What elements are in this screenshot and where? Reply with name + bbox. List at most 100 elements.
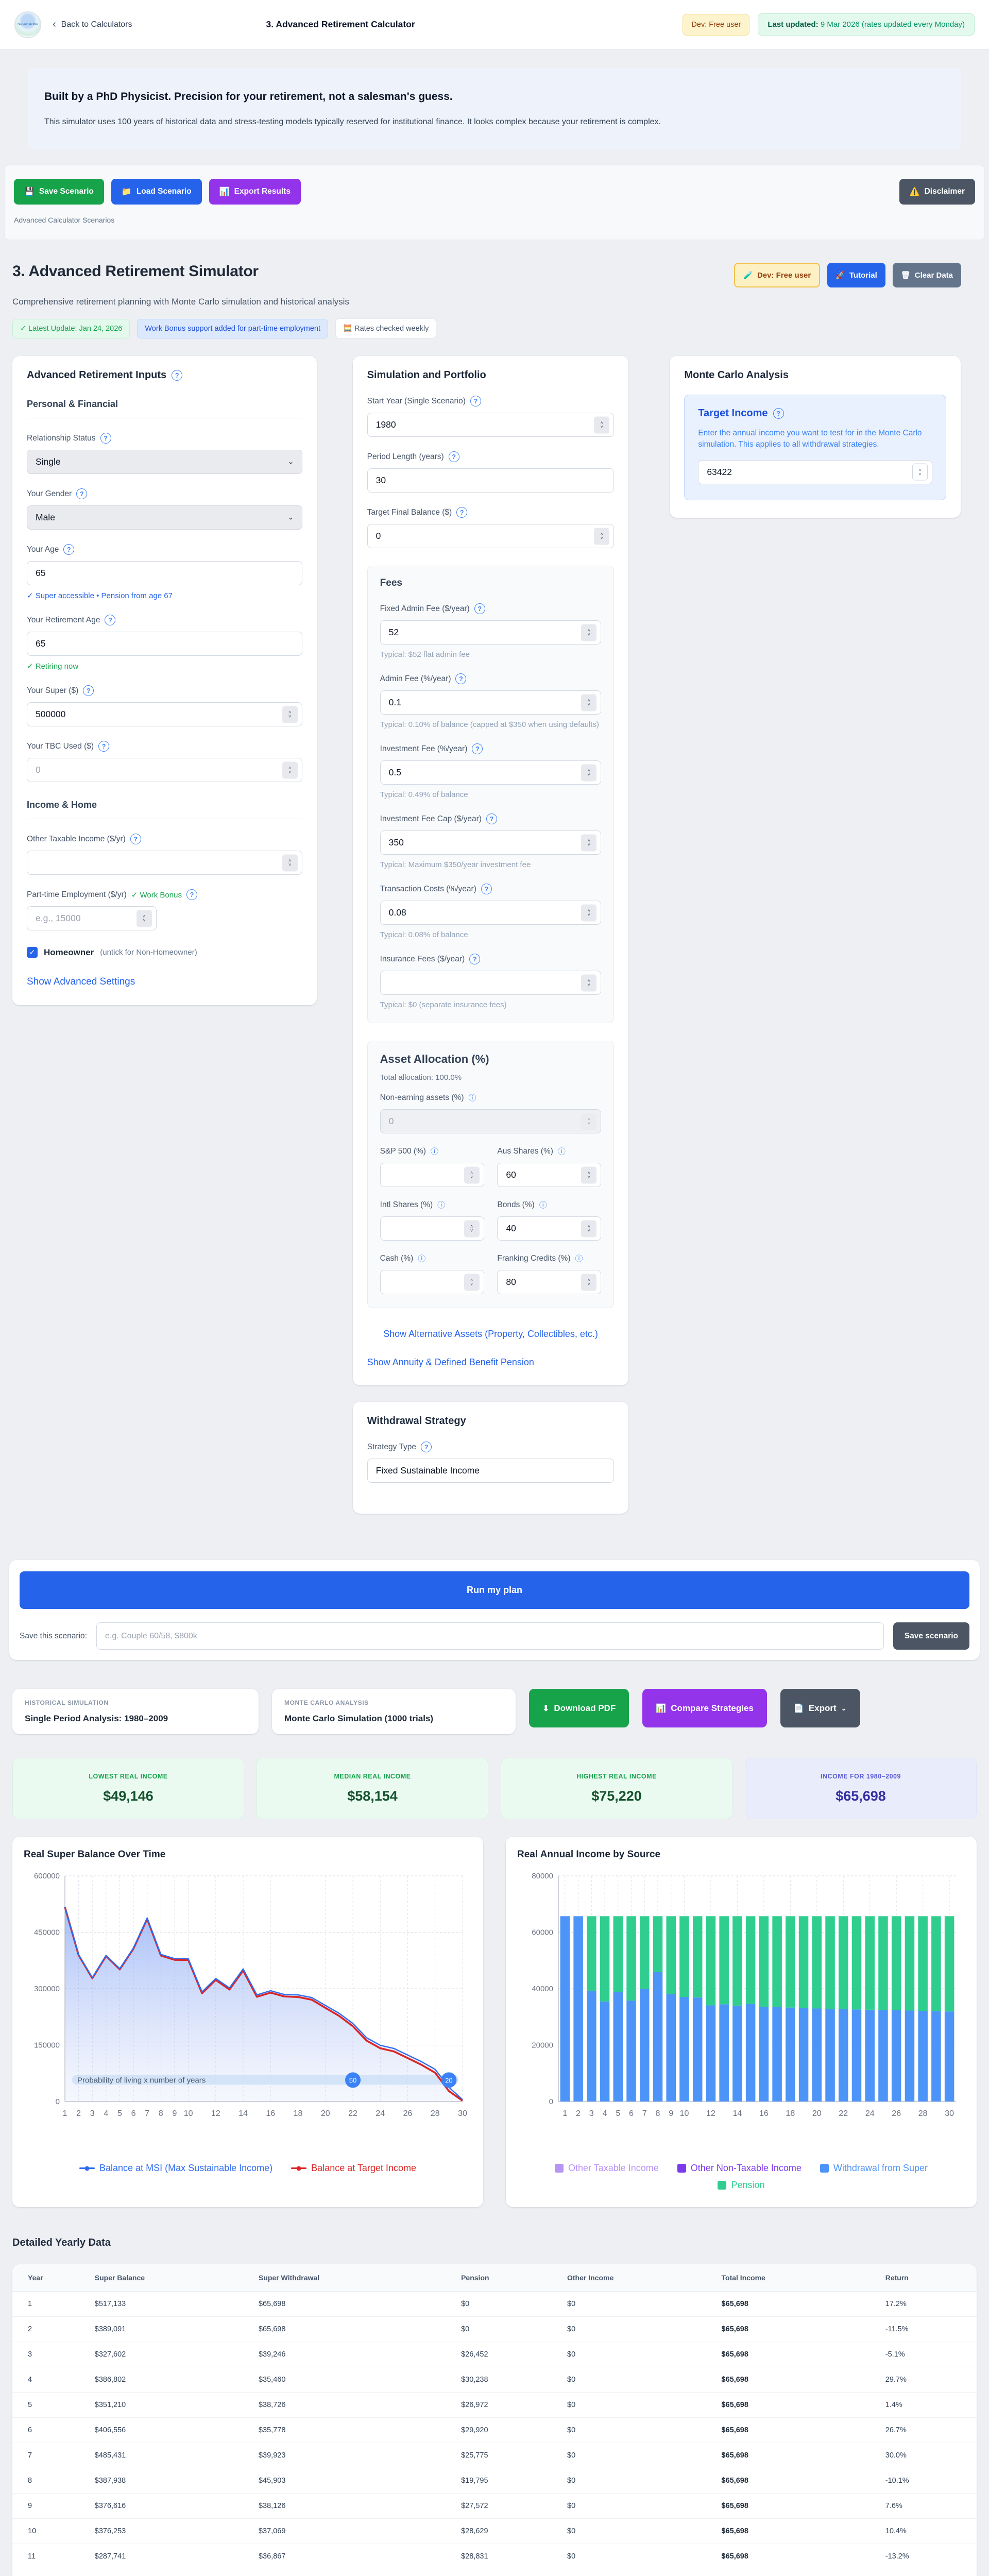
show-advanced-settings-link[interactable]: Show Advanced Settings <box>27 976 135 987</box>
help-icon[interactable]: ? <box>773 408 784 419</box>
help-icon[interactable]: ? <box>470 396 481 406</box>
legend-item[interactable]: Withdrawal from Super <box>820 2163 928 2174</box>
show-alternative-assets-link[interactable]: Show Alternative Assets (Property, Colle… <box>383 1329 598 1339</box>
tutorial-button[interactable]: 🚀 Tutorial <box>827 263 885 287</box>
clear-data-button[interactable]: 🗑 Clear Data <box>892 263 961 287</box>
number-stepper[interactable]: ˄ ˅ <box>282 706 298 723</box>
help-icon[interactable]: ? <box>469 954 481 964</box>
legend-item[interactable]: Pension <box>718 2180 765 2191</box>
fee-input[interactable] <box>380 971 602 995</box>
help-icon[interactable]: ? <box>76 488 88 499</box>
number-stepper[interactable]: ˄ ˅ <box>282 854 298 871</box>
save-scenario-button[interactable]: 💾 Save Scenario <box>14 179 104 205</box>
info-icon[interactable]: ⓘ <box>575 1255 583 1263</box>
help-icon[interactable]: ? <box>456 507 468 518</box>
download-pdf-button[interactable]: ⬇ Download PDF <box>529 1689 629 1727</box>
fee-input[interactable] <box>380 690 602 715</box>
legend-item[interactable]: Other Non-Taxable Income <box>677 2163 802 2174</box>
fee-input[interactable] <box>380 760 602 785</box>
help-icon[interactable]: ? <box>421 1442 432 1452</box>
load-scenario-button[interactable]: 📁 Load Scenario <box>111 179 202 205</box>
number-stepper[interactable]: ˄ ˅ <box>464 1274 480 1291</box>
help-icon[interactable]: ? <box>98 741 110 752</box>
info-icon[interactable]: ⓘ <box>557 1147 566 1156</box>
fee-input[interactable] <box>380 831 602 855</box>
info-icon[interactable]: ⓘ <box>468 1094 476 1103</box>
legend-item[interactable]: Balance at Target Income <box>291 2163 416 2174</box>
parttime-employment-input[interactable] <box>27 906 157 930</box>
number-stepper[interactable]: ˄ ˅ <box>137 910 152 927</box>
number-stepper[interactable]: ˄ ˅ <box>581 694 597 711</box>
scenario-name-input[interactable] <box>96 1622 884 1650</box>
dev-user-pill[interactable]: 🧪 Dev: Free user <box>734 263 821 287</box>
strategy-type-select[interactable] <box>367 1459 615 1483</box>
homeowner-checkbox[interactable]: ✓ <box>27 947 38 958</box>
table-cell: $65,698 <box>716 2518 880 2544</box>
help-icon[interactable]: ? <box>472 743 483 754</box>
start-year-input[interactable] <box>367 413 615 437</box>
retirement-age-input[interactable] <box>27 632 302 656</box>
table-row: 3 $327,602 $39,246 $26,452 $0 $65,698 -5.1% <box>12 2342 977 2367</box>
back-to-calculators-link[interactable]: ‹ Back to Calculators <box>53 19 132 30</box>
calculator-icon: 🧮 <box>343 325 353 333</box>
number-stepper[interactable]: ˄ ˅ <box>581 834 597 851</box>
number-stepper[interactable]: ˄ ˅ <box>581 974 597 991</box>
number-stepper[interactable]: ˄ ˅ <box>581 1166 597 1183</box>
compare-strategies-button[interactable]: 📊 Compare Strategies <box>642 1689 767 1727</box>
export-button[interactable]: 📄 Export ⌄ <box>780 1689 860 1727</box>
tbc-used-input[interactable] <box>27 758 302 782</box>
relationship-select[interactable] <box>27 450 302 474</box>
svg-text:24: 24 <box>376 2109 385 2118</box>
number-stepper[interactable]: ˄ ˅ <box>581 1220 597 1237</box>
show-annuity-link[interactable]: Show Annuity & Defined Benefit Pension <box>367 1357 534 1367</box>
simulator-heading: 3. Advanced Retirement Simulator <box>12 263 259 280</box>
number-stepper[interactable]: ˄ ˅ <box>912 463 928 481</box>
super-balance-input[interactable] <box>27 702 302 726</box>
export-results-button[interactable]: 📊 Export Results <box>209 179 301 205</box>
number-stepper[interactable]: ˄ ˅ <box>594 416 610 433</box>
help-icon[interactable]: ? <box>130 834 141 844</box>
number-stepper[interactable]: ˄ ˅ <box>594 528 610 545</box>
age-input[interactable] <box>27 561 302 585</box>
svg-text:3: 3 <box>589 2109 594 2118</box>
legend-item[interactable]: Balance at MSI (Max Sustainable Income) <box>79 2163 272 2174</box>
number-stepper[interactable]: ˄ ˅ <box>581 624 597 641</box>
help-icon[interactable]: ? <box>486 814 497 824</box>
target-income-input[interactable] <box>698 460 932 484</box>
number-stepper[interactable]: ˄ ˅ <box>581 904 597 921</box>
help-icon[interactable]: ? <box>481 884 492 894</box>
save-scenario-submit-button[interactable]: Save scenario <box>893 1622 969 1650</box>
help-icon[interactable]: ? <box>474 603 485 614</box>
help-icon[interactable]: ? <box>105 615 116 625</box>
help-icon[interactable]: ? <box>83 685 94 696</box>
chevron-left-icon: ‹ <box>53 19 56 30</box>
number-stepper[interactable]: ˄ ˅ <box>282 761 298 778</box>
svg-text:16: 16 <box>266 2109 275 2118</box>
run-my-plan-button[interactable]: Run my plan <box>20 1571 969 1609</box>
gender-select[interactable] <box>27 505 302 530</box>
info-icon[interactable]: ⓘ <box>437 1201 446 1210</box>
number-stepper[interactable]: ˄ ˅ <box>581 1274 597 1291</box>
target-final-balance-input[interactable] <box>367 524 615 548</box>
help-icon[interactable]: ? <box>100 433 111 444</box>
info-icon[interactable]: ⓘ <box>539 1201 547 1210</box>
other-taxable-income-input[interactable] <box>27 851 302 875</box>
legend-item[interactable]: Other Taxable Income <box>555 2163 659 2174</box>
help-icon[interactable]: ? <box>172 370 183 381</box>
fee-input[interactable] <box>380 620 602 645</box>
banner-heading: Built by a PhD Physicist. Precision for … <box>44 91 453 103</box>
number-stepper[interactable]: ˄ ˅ <box>581 764 597 781</box>
help-icon[interactable]: ? <box>448 451 459 462</box>
help-icon[interactable]: ? <box>63 544 75 555</box>
number-stepper[interactable]: ˄ ˅ <box>464 1220 480 1237</box>
help-icon[interactable]: ? <box>455 673 467 684</box>
info-icon[interactable]: ⓘ <box>430 1147 438 1156</box>
number-stepper[interactable]: ˄ ˅ <box>464 1166 480 1183</box>
help-icon[interactable]: ? <box>186 889 197 900</box>
fee-label: Investment Fee (%/year) <box>380 744 468 753</box>
info-icon[interactable]: ⓘ <box>418 1255 426 1263</box>
fee-input[interactable] <box>380 901 602 925</box>
disclaimer-button[interactable]: ⚠️ Disclaimer <box>899 179 975 205</box>
period-length-input[interactable] <box>367 468 615 493</box>
simulation-card-title: Simulation and Portfolio <box>367 369 486 381</box>
